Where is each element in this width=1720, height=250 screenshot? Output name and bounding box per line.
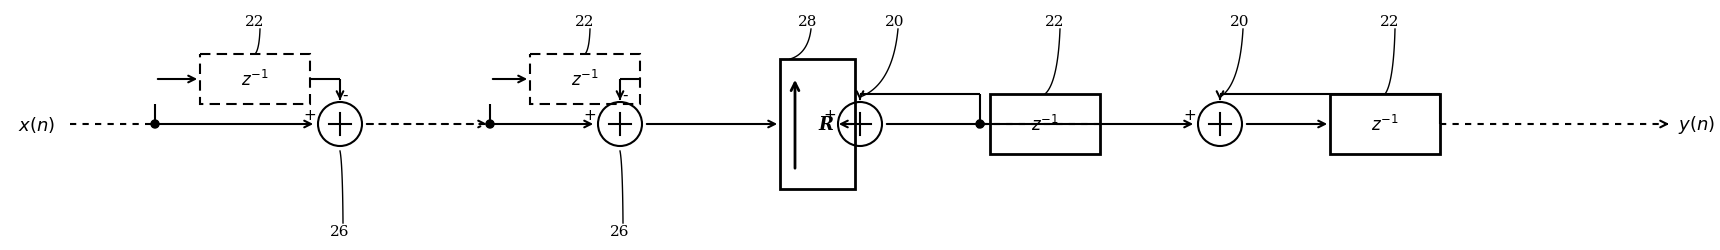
Text: 22: 22 <box>1046 15 1065 29</box>
Text: $z^{-1}$: $z^{-1}$ <box>571 70 599 90</box>
Text: +: + <box>583 107 597 122</box>
Text: 26: 26 <box>330 224 349 238</box>
Bar <box>530 55 640 104</box>
Text: -: - <box>623 87 628 102</box>
Text: 22: 22 <box>246 15 265 29</box>
Text: 22: 22 <box>574 15 595 29</box>
Text: +: + <box>1183 107 1197 122</box>
Bar <box>200 55 310 104</box>
Circle shape <box>487 120 494 128</box>
Text: +: + <box>824 107 836 122</box>
Text: 26: 26 <box>611 224 630 238</box>
Bar <box>991 94 1101 154</box>
Text: $y(n)$: $y(n)$ <box>1679 114 1715 136</box>
Text: 28: 28 <box>798 15 817 29</box>
Text: 20: 20 <box>1230 15 1250 29</box>
Circle shape <box>151 120 158 128</box>
Text: $x(n)$: $x(n)$ <box>17 114 55 134</box>
Text: R: R <box>819 116 832 134</box>
Text: 22: 22 <box>1379 15 1400 29</box>
Circle shape <box>975 120 984 128</box>
Text: +: + <box>304 107 316 122</box>
Text: 20: 20 <box>886 15 905 29</box>
Bar <box>1330 94 1440 154</box>
Text: $z^{-1}$: $z^{-1}$ <box>1032 114 1060 134</box>
Bar <box>779 60 855 189</box>
Text: $z^{-1}$: $z^{-1}$ <box>241 70 268 90</box>
Text: -: - <box>342 87 347 102</box>
Text: $z^{-1}$: $z^{-1}$ <box>1371 114 1398 134</box>
